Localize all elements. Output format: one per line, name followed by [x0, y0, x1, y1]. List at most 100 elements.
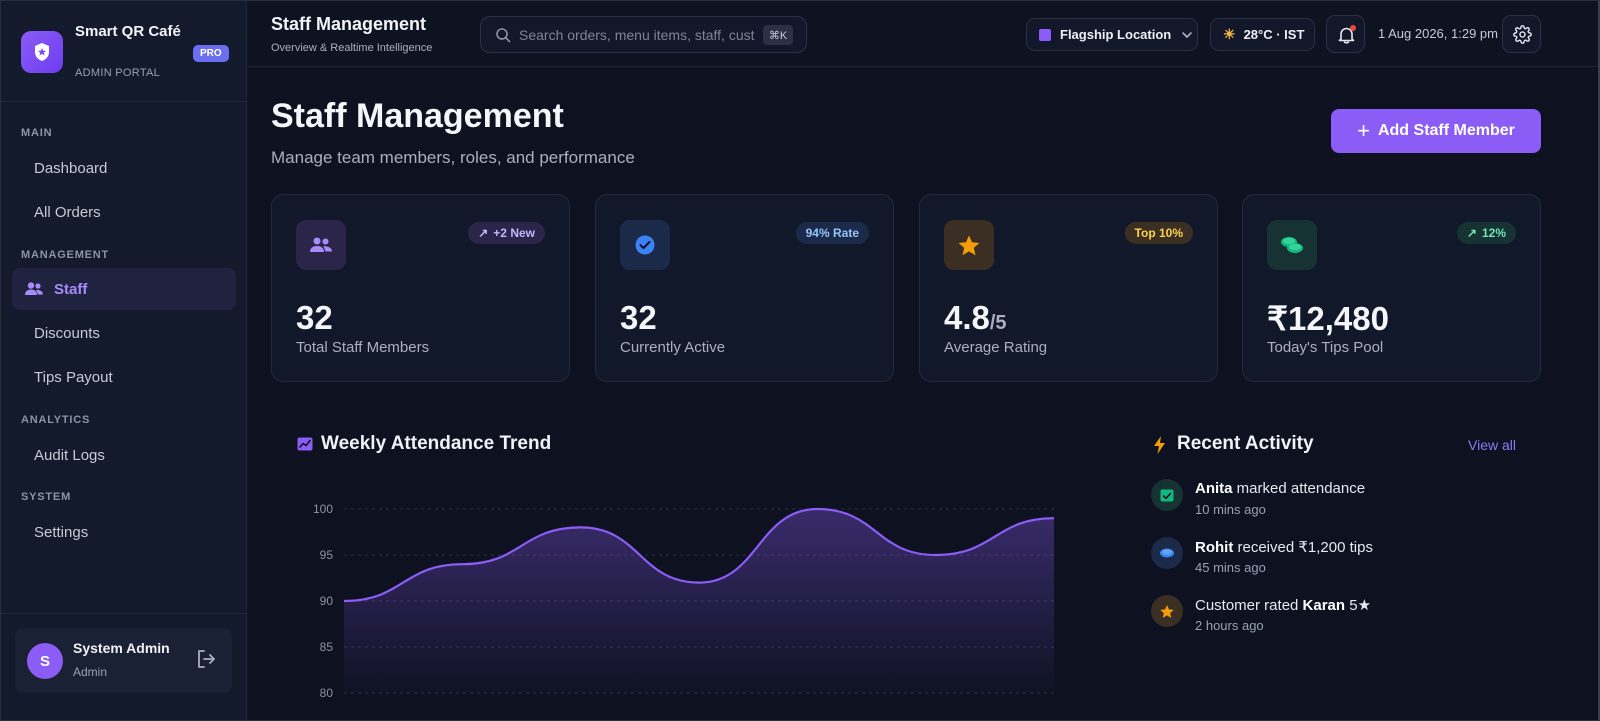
activity-text: Anita marked attendance	[1195, 480, 1366, 497]
weather-widget: ☀ 28°C · IST	[1210, 18, 1315, 51]
user-role: Admin	[73, 665, 108, 679]
activity-title: Recent Activity	[1177, 433, 1314, 454]
y-tick-label: 100	[313, 502, 333, 516]
plus-icon: +	[1357, 118, 1370, 143]
sidebar-item-discounts[interactable]: Discounts	[12, 312, 236, 354]
brand-name: Smart QR Café	[75, 23, 181, 40]
stat-value: 4.8/5	[944, 299, 1007, 336]
user-card: S System Admin Admin	[15, 628, 232, 693]
settings-button[interactable]	[1502, 15, 1541, 53]
cafe-shield-logo-icon	[21, 31, 63, 73]
section-main: MAIN	[21, 127, 53, 139]
brand: Smart QR Café ADMIN PORTAL PRO	[21, 19, 231, 89]
add-staff-label: Add Staff Member	[1377, 122, 1515, 139]
y-tick-label: 95	[320, 548, 334, 562]
topbar-subtitle: Overview & Realtime Intelligence	[271, 42, 433, 54]
chart-title: Weekly Attendance Trend	[321, 433, 552, 454]
chevron-down-icon	[1181, 27, 1193, 42]
stat-badge: Top 10%	[1124, 222, 1193, 244]
pro-badge: PRO	[193, 45, 229, 62]
stat-value: 32	[296, 299, 333, 336]
section-system: SYSTEM	[21, 491, 72, 503]
sidebar-item-all-orders[interactable]: All Orders	[12, 191, 236, 233]
sidebar: Smart QR Café ADMIN PORTAL PRO MAIN Dash…	[1, 1, 247, 720]
section-analytics: ANALYTICS	[21, 414, 91, 426]
lightning-icon	[1152, 435, 1167, 460]
topbar-title: Staff Management	[271, 14, 427, 34]
brand-subtitle: ADMIN PORTAL	[75, 67, 161, 79]
y-tick-label: 90	[320, 594, 334, 608]
sidebar-item-tips-payout[interactable]: Tips Payout	[12, 356, 236, 398]
search-input[interactable]	[519, 25, 755, 45]
sidebar-item-label: Settings	[34, 523, 89, 541]
activity-time: 45 mins ago	[1195, 560, 1266, 575]
avatar: S	[27, 643, 63, 679]
date-time: 1 Aug 2026, 1:29 pm	[1378, 26, 1498, 41]
page-subtitle: Manage team members, roles, and performa…	[271, 148, 635, 167]
store-icon	[1039, 28, 1051, 41]
coins-icon	[1151, 537, 1183, 569]
divider	[1, 613, 247, 614]
attendance-chart: 100 95 90 85 80	[313, 502, 1055, 700]
y-tick-label: 80	[320, 686, 334, 700]
users-icon	[296, 220, 346, 270]
sidebar-item-label: All Orders	[34, 203, 101, 221]
sidebar-item-dashboard[interactable]: Dashboard	[12, 147, 236, 189]
gear-icon	[1513, 25, 1532, 44]
stat-card-rating: Top 10% 4.8/5 Average Rating	[919, 194, 1218, 382]
sidebar-item-staff[interactable]: Staff	[12, 268, 236, 310]
sidebar-item-label: Discounts	[34, 324, 100, 342]
stat-card-total-staff: ↗ +2 New 32 Total Staff Members	[271, 194, 570, 382]
sidebar-item-audit-logs[interactable]: Audit Logs	[12, 434, 236, 476]
users-icon	[24, 279, 44, 299]
search-box: ⌘K	[480, 16, 807, 53]
stat-value: 32	[620, 299, 657, 336]
logout-icon[interactable]	[195, 648, 217, 670]
top-bar: Staff Management Overview & Realtime Int…	[248, 1, 1598, 67]
page-title: Staff Management	[271, 97, 564, 135]
divider	[1, 101, 247, 102]
view-all-link[interactable]: View all	[1468, 437, 1516, 453]
weather-label: 28°C · IST	[1243, 27, 1305, 42]
search-shortcut: ⌘K	[763, 25, 793, 45]
attendance-line	[343, 507, 1055, 603]
stat-card-tips: ↗ 12% ₹12,480 Today's Tips Pool	[1242, 194, 1541, 382]
calendar-check-icon	[1151, 479, 1183, 511]
star-icon	[1151, 595, 1183, 627]
activity-item: Anita marked attendance 10 mins ago	[1151, 479, 1521, 523]
activity-time: 10 mins ago	[1195, 502, 1266, 517]
activity-item: Customer rated Karan 5★ 2 hours ago	[1151, 595, 1521, 639]
coins-icon	[1267, 220, 1317, 270]
sidebar-item-label: Dashboard	[34, 159, 108, 177]
section-management: MANAGEMENT	[21, 249, 110, 261]
trend-up-icon: ↗	[478, 226, 489, 240]
activity-text: Customer rated Karan 5★	[1195, 597, 1372, 614]
notifications-button[interactable]	[1326, 15, 1365, 53]
stat-value: ₹12,480	[1267, 300, 1389, 337]
stat-badge: ↗ 12%	[1456, 222, 1516, 244]
notification-dot	[1350, 25, 1356, 31]
sidebar-item-settings[interactable]: Settings	[12, 511, 236, 553]
stat-card-active: 94% Rate 32 Currently Active	[595, 194, 894, 382]
stat-badge: ↗ +2 New	[468, 222, 545, 244]
check-circle-icon	[620, 220, 670, 270]
sidebar-item-label: Tips Payout	[34, 368, 113, 386]
search-icon	[495, 27, 511, 48]
activity-time: 2 hours ago	[1195, 618, 1264, 633]
stat-label: Total Staff Members	[296, 339, 430, 356]
location-selector[interactable]: Flagship Location	[1026, 18, 1198, 51]
bell-icon	[1338, 27, 1355, 44]
trend-up-icon: ↗	[1466, 226, 1477, 240]
stat-label: Average Rating	[944, 339, 1048, 356]
attendance-area	[344, 509, 1054, 693]
user-name: System Admin	[73, 640, 170, 656]
sidebar-item-label: Staff	[54, 280, 88, 298]
chart-icon	[297, 437, 313, 456]
add-staff-button[interactable]: + Add Staff Member	[1331, 109, 1541, 153]
y-tick-label: 85	[320, 640, 334, 654]
stat-label: Today's Tips Pool	[1267, 339, 1384, 356]
stat-badge: 94% Rate	[795, 222, 869, 244]
sidebar-item-label: Audit Logs	[34, 446, 105, 464]
location-label: Flagship Location	[1060, 27, 1172, 42]
